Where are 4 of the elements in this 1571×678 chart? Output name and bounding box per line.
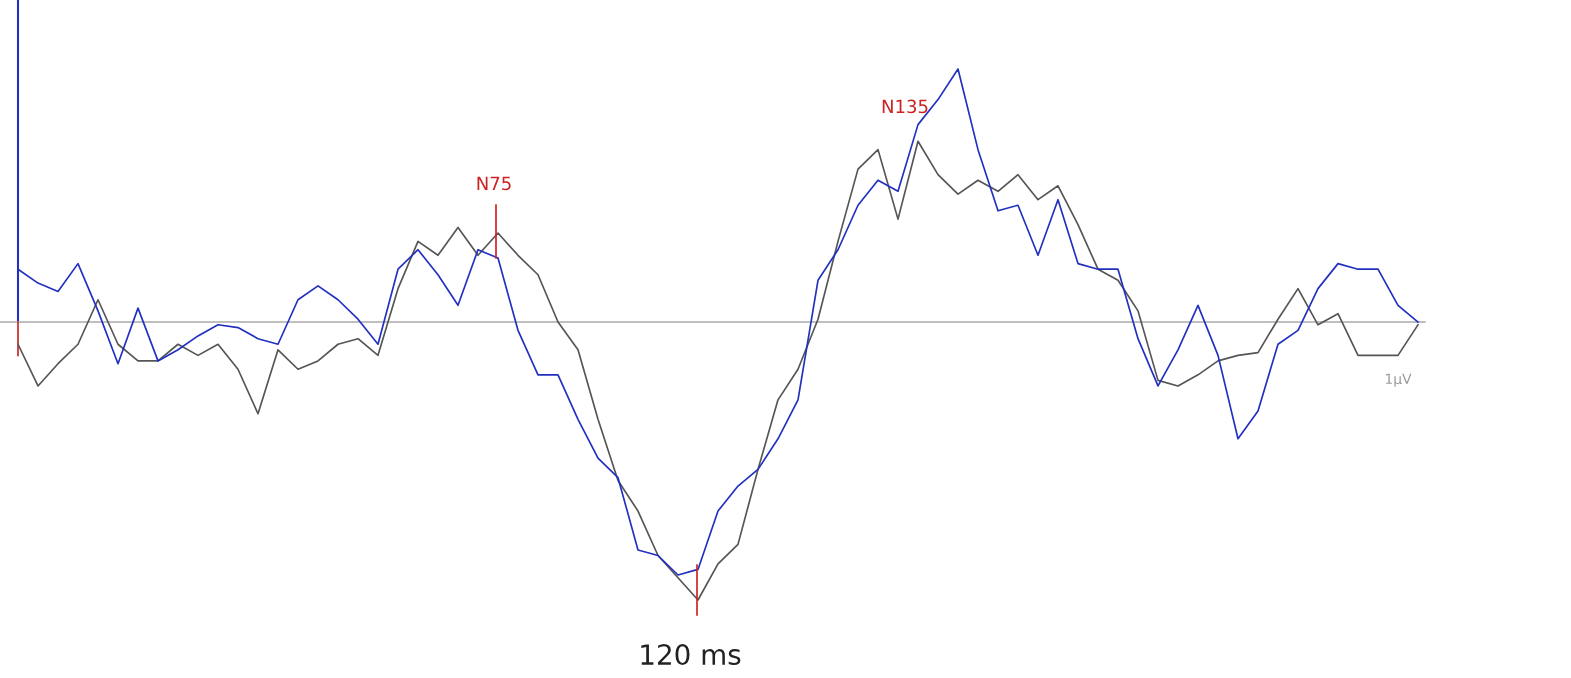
text: 120 ms xyxy=(641,644,741,666)
annotation: N135 xyxy=(882,99,928,114)
annotation: N75 xyxy=(477,176,511,191)
annotation: 1µV xyxy=(1385,373,1412,387)
